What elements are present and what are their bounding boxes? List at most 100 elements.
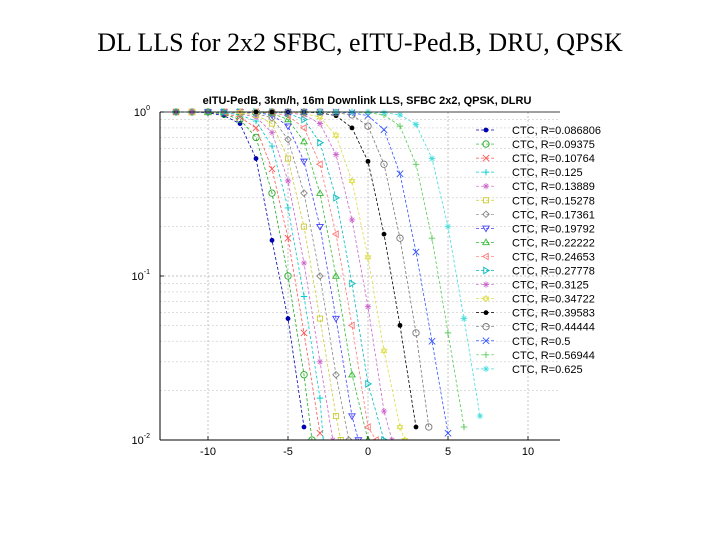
data-point (316, 120, 324, 127)
legend-marker (483, 310, 489, 316)
legend-label: CTC, R=0.125 (512, 167, 583, 179)
data-point (476, 412, 484, 420)
data-point (344, 436, 353, 440)
data-point (268, 142, 276, 150)
data-point (460, 315, 468, 322)
legend-marker (481, 252, 489, 261)
data-point (397, 322, 403, 328)
data-point (444, 329, 452, 337)
legend-label: CTC, R=0.24653 (512, 251, 595, 263)
legend-item: CTC, R=0.13889 (476, 181, 595, 193)
data-point (285, 316, 291, 321)
data-point (401, 436, 409, 440)
legend-item: CTC, R=0.086806 (476, 125, 601, 137)
data-point (444, 223, 452, 230)
data-point (425, 423, 433, 431)
data-point (236, 108, 244, 116)
data-point (301, 424, 307, 430)
legend-marker (482, 238, 490, 246)
legend-label: CTC, R=0.3125 (512, 280, 589, 292)
data-point (381, 436, 389, 440)
data-point (412, 329, 420, 337)
x-tick-label: -10 (200, 446, 216, 458)
legend-label: CTC, R=0.15278 (512, 195, 595, 207)
chart-axes (159, 111, 560, 441)
data-point (316, 189, 324, 196)
data-point (332, 271, 340, 279)
data-point (428, 155, 436, 162)
legend-item: CTC, R=0.3125 (476, 280, 589, 292)
series-line (176, 111, 321, 434)
legend-marker (482, 323, 490, 331)
legend-marker (483, 266, 491, 275)
legend-marker (482, 183, 490, 190)
data-point (315, 160, 323, 169)
legend-item: CTC, R=0.34722 (476, 294, 595, 306)
data-point (300, 329, 308, 337)
legend-marker (482, 281, 490, 288)
data-point (331, 230, 339, 239)
data-point (337, 436, 344, 440)
data-point (354, 437, 363, 440)
data-point (284, 135, 292, 144)
slide-title: DL LLS for 2x2 SFBC, eITU-Ped.B, DRU, QP… (97, 28, 623, 57)
data-point (380, 126, 388, 134)
data-point (316, 315, 324, 322)
legend-label: CTC, R=0.34722 (512, 294, 595, 306)
y-tick-label: 10-2 (132, 433, 151, 447)
data-point (460, 423, 468, 431)
data-point (363, 423, 371, 432)
data-point (381, 231, 387, 237)
legend-item: CTC, R=0.15278 (476, 195, 595, 207)
data-point (188, 108, 196, 116)
data-point (300, 293, 308, 300)
data-point (316, 223, 324, 231)
data-point (348, 216, 356, 224)
data-point (269, 237, 275, 243)
legend-item: CTC, R=0.24653 (476, 251, 595, 263)
data-point (252, 133, 260, 142)
data-point (412, 248, 420, 256)
data-point (316, 358, 324, 365)
legend-label: CTC, R=0.09375 (512, 139, 595, 151)
legend-item: CTC, R=0.27778 (476, 266, 595, 278)
legend-label: CTC, R=0.17361 (512, 209, 595, 221)
data-point (284, 123, 292, 131)
data-point (380, 109, 388, 116)
data-point (316, 394, 324, 402)
data-point (364, 122, 372, 130)
legend-label: CTC, R=0.086806 (512, 125, 601, 137)
x-tick-label: -5 (283, 446, 293, 458)
data-point (348, 370, 356, 378)
data-point (299, 123, 307, 132)
legend-label: CTC, R=0.5 (512, 336, 570, 348)
legend-item: CTC, R=0.56944 (476, 350, 595, 362)
x-tick-label: 5 (445, 446, 451, 458)
legend-marker (482, 197, 490, 204)
data-point (300, 223, 308, 230)
data-point (300, 259, 308, 267)
y-tick-labels: 100 10-1 10-2 (132, 105, 151, 447)
legend-label: CTC, R=0.19792 (512, 223, 595, 235)
data-point (365, 158, 371, 164)
data-point (380, 160, 388, 168)
legend-item: CTC, R=0.44444 (476, 322, 595, 334)
data-point (284, 272, 292, 280)
data-point (204, 108, 212, 115)
x-tick-label: 0 (365, 446, 371, 458)
data-point (444, 429, 452, 437)
data-point (316, 272, 324, 280)
data-point (380, 407, 388, 415)
data-point (320, 436, 327, 440)
data-point (300, 137, 308, 145)
data-point (396, 423, 404, 431)
data-point (412, 121, 420, 128)
data-point (396, 170, 404, 178)
legend-item: CTC, R=0.22222 (476, 237, 595, 249)
data-point (428, 235, 436, 242)
legend-marker (482, 210, 490, 219)
legend-marker (482, 294, 490, 303)
legend-marker (482, 365, 490, 373)
chart-grid (160, 112, 560, 441)
data-point (284, 234, 292, 242)
